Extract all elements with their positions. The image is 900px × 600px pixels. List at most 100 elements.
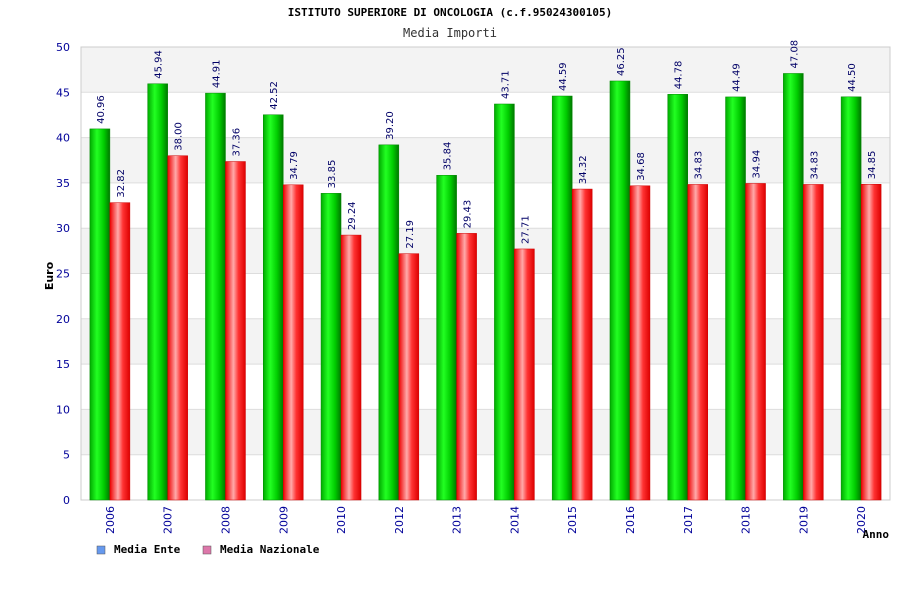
x-tick-label: 2008	[219, 506, 232, 534]
y-axis-label: Euro	[43, 261, 56, 290]
bar-label-media-nazionale: 29.24	[347, 201, 358, 230]
bar-media-nazionale	[514, 248, 535, 501]
bar-label-media-ente: 44.59	[558, 62, 569, 91]
y-tick-label: 0	[63, 494, 70, 507]
bar-label-media-ente: 39.20	[385, 111, 396, 140]
y-tick-label: 5	[63, 449, 70, 462]
bar-media-ente	[205, 92, 226, 501]
plot-band	[81, 409, 890, 455]
y-tick-label: 20	[56, 313, 70, 326]
bar-label-media-nazionale: 34.32	[578, 155, 589, 184]
y-tick-label: 35	[56, 177, 70, 190]
bar-label-media-ente: 42.52	[269, 81, 280, 110]
bar-media-nazionale	[860, 184, 882, 501]
legend-label-ente: Media Ente	[114, 543, 181, 556]
bar-label-media-ente: 44.91	[211, 59, 222, 88]
x-tick-label: 2012	[393, 506, 406, 534]
bar-label-media-ente: 47.08	[789, 40, 800, 69]
bars	[89, 73, 882, 501]
x-tick-label: 2006	[104, 506, 117, 534]
plot-band	[81, 228, 890, 274]
bar-media-nazionale	[167, 155, 188, 501]
plot-band	[81, 454, 890, 500]
chart-title: Media Importi	[403, 26, 497, 40]
x-tick-label: 2016	[624, 506, 637, 534]
plot-area	[80, 46, 891, 501]
bar-label-media-nazionale: 34.79	[289, 151, 300, 180]
bar-label-media-nazionale: 34.68	[636, 152, 647, 181]
plot-band	[81, 137, 890, 183]
bar-label-media-nazionale: 37.36	[231, 128, 242, 157]
bar-media-nazionale	[745, 183, 766, 501]
y-axis: 0 5 10 15 20 25 30 35 40 45 50	[56, 41, 70, 507]
x-axis-label: Anno	[863, 528, 890, 541]
bar-label-media-ente: 40.96	[96, 95, 107, 124]
y-tick-label: 45	[56, 86, 70, 99]
plot-band	[81, 318, 890, 365]
bar-label-media-ente: 43.71	[500, 70, 511, 99]
x-tick-label: 2014	[508, 506, 521, 534]
bar-label-media-ente: 45.94	[154, 50, 165, 79]
bar-media-ente	[436, 175, 457, 501]
bar-media-ente	[263, 114, 284, 501]
bar-label-media-ente: 44.49	[732, 63, 743, 92]
bar-media-ente	[551, 95, 573, 501]
legend-label-nazionale: Media Nazionale	[220, 543, 320, 556]
bar-label-media-ente: 46.25	[616, 47, 627, 76]
bar-label-media-ente: 44.50	[847, 63, 858, 92]
x-tick-label: 2009	[277, 506, 290, 534]
bar-media-ente	[725, 96, 746, 501]
bar-label-media-ente: 33.85	[327, 160, 338, 189]
bar-labels: 40.96 32.82 45.94 38.00 44.91 37.36 42.52 34.79…	[96, 40, 878, 249]
bar-media-ente	[783, 73, 804, 501]
legend-swatch-ente	[96, 545, 106, 555]
bar-label-media-nazionale: 34.85	[867, 151, 878, 180]
x-tick-label: 2015	[566, 506, 579, 534]
x-tick-label: 2007	[162, 506, 175, 534]
bar-media-nazionale	[629, 185, 651, 501]
x-tick-label: 2019	[797, 506, 810, 534]
plot-band	[81, 273, 890, 319]
bar-media-ente	[494, 103, 515, 501]
bar-label-media-nazionale: 38.00	[174, 122, 185, 151]
y-tick-label: 50	[56, 41, 70, 54]
y-tick-label: 10	[56, 403, 70, 416]
bar-media-ente	[147, 83, 168, 501]
x-tick-label: 2020	[855, 506, 868, 534]
x-axis: 2006 2007 2008 2009 2010 2012 2013 2014 2015 2016…	[104, 506, 868, 534]
bar-media-ente	[378, 144, 400, 501]
x-tick-label: 2017	[682, 506, 695, 534]
legend-swatch-nazionale	[202, 545, 212, 555]
bar-label-media-nazionale: 34.83	[694, 151, 705, 180]
bar-label-media-nazionale: 34.83	[809, 151, 820, 180]
legend: Media Ente Media Nazionale	[96, 543, 320, 556]
bar-media-nazionale	[456, 233, 477, 501]
x-tick-label: 2013	[451, 506, 464, 534]
x-tick-label: 2018	[740, 506, 753, 534]
y-tick-label: 25	[56, 268, 70, 281]
y-tick-label: 40	[56, 132, 70, 145]
y-tick-label: 15	[56, 358, 70, 371]
bar-label-media-nazionale: 29.43	[463, 200, 474, 229]
y-tick-label: 30	[56, 222, 70, 235]
bar-media-ente	[609, 80, 631, 501]
bar-media-ente	[89, 128, 111, 501]
bar-media-nazionale	[398, 253, 420, 501]
chart-header-title: ISTITUTO SUPERIORE DI ONCOLOGIA (c.f.950…	[288, 6, 613, 19]
bar-media-nazionale	[687, 184, 708, 501]
bar-label-media-nazionale: 34.94	[752, 150, 763, 179]
plot-band	[81, 92, 890, 138]
bar-label-media-nazionale: 32.82	[116, 169, 127, 198]
bar-media-nazionale	[803, 184, 824, 501]
bar-media-nazionale	[109, 202, 131, 501]
bar-label-media-nazionale: 27.71	[520, 215, 531, 244]
bar-media-nazionale	[340, 234, 362, 501]
bar-media-nazionale	[283, 184, 304, 501]
plot-band	[81, 364, 890, 410]
bar-label-media-ente: 44.78	[674, 61, 685, 90]
bar-media-ente	[320, 193, 342, 501]
x-tick-label: 2010	[335, 506, 348, 534]
bar-label-media-nazionale: 27.19	[405, 220, 416, 249]
bar-media-ente	[840, 96, 862, 501]
